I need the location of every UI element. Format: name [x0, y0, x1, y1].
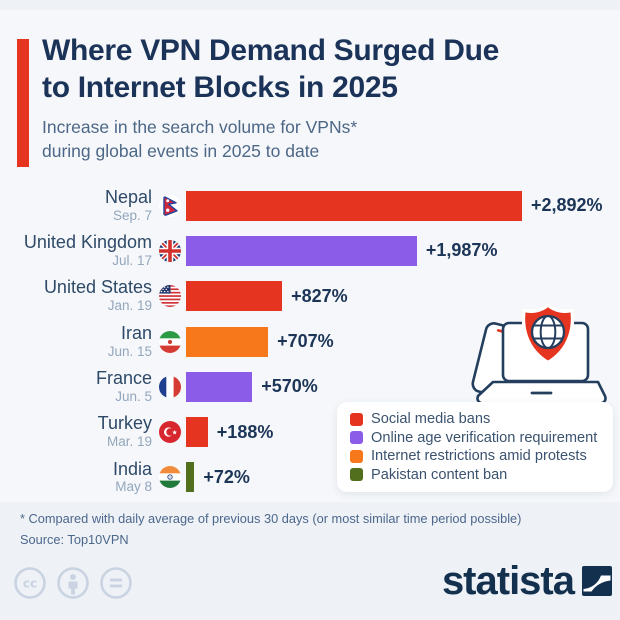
bar-united-kingdom [186, 235, 417, 266]
statista-logo[interactable]: statista [441, 559, 612, 603]
iran-flag-icon [159, 330, 181, 353]
bar-iran [186, 326, 269, 357]
legend-label: Internet restrictions amid protests [371, 448, 587, 465]
statista-logo-text: statista [441, 559, 575, 603]
legend: Social media bans Online age verificatio… [337, 402, 613, 492]
country-label: Nepal [104, 186, 152, 207]
vpn-laptop-illustration [471, 303, 607, 405]
legend-swatch [350, 431, 363, 445]
bar-turkey [186, 417, 208, 448]
table-row-united-states: United States Jan. 19 [0, 274, 620, 319]
title-accent-bar [17, 39, 29, 167]
event-date: Jan. 19 [107, 298, 152, 314]
event-date: Jun. 5 [115, 388, 152, 404]
legend-item-pakistan-content-ban: Pakistan content ban [350, 467, 600, 483]
svg-text:cc: cc [23, 577, 37, 591]
legend-label: Social media bans [371, 411, 491, 427]
country-label: United Kingdom [23, 232, 152, 253]
table-row-nepal: Nepal Sep. 7 +2,892% [0, 183, 620, 228]
bar-india [186, 462, 195, 493]
event-date: Sep. 7 [112, 207, 152, 223]
country-label: United States [43, 277, 152, 298]
united-kingdom-flag-icon [159, 239, 181, 262]
bar-nepal [186, 190, 522, 221]
value-label: +2,892% [531, 195, 603, 216]
vpn-shield-icon [521, 303, 575, 365]
cc-attribution-icon[interactable] [56, 566, 90, 600]
turkey-flag-icon [159, 421, 181, 444]
france-flag-icon [159, 375, 181, 398]
event-date: Jun. 15 [107, 343, 152, 359]
bar-france [186, 371, 253, 402]
value-label: +188% [216, 421, 274, 442]
legend-swatch [350, 468, 363, 482]
value-label: +1,987% [425, 240, 498, 261]
creative-commons-icons: cc [13, 566, 133, 600]
united-states-flag-icon [159, 285, 181, 308]
legend-item-internet-restrictions: Internet restrictions amid protests [350, 448, 600, 464]
title-line1: Where VPN Demand Surged Due [42, 34, 499, 67]
subtitle-line2: during global events in 2025 to date [42, 141, 320, 161]
legend-swatch [350, 449, 363, 463]
page-subtitle: Increase in the search volume for VPNs* d… [42, 115, 582, 163]
event-date: May 8 [115, 479, 152, 495]
event-date: Jul. 17 [112, 252, 152, 268]
legend-label: Online age verification requirement [371, 429, 598, 446]
legend-item-social-media-bans: Social media bans [350, 411, 600, 427]
india-flag-icon [159, 466, 181, 489]
subtitle-line1: Increase in the search volume for VPNs* [42, 117, 358, 137]
title-line2: to Internet Blocks in 2025 [42, 71, 398, 104]
country-label: Turkey [97, 413, 152, 434]
cc-no-derivatives-icon[interactable] [99, 566, 133, 600]
value-label: +827% [291, 285, 348, 306]
source-line: Source: Top10VPN [20, 532, 129, 547]
value-label: +570% [261, 376, 318, 397]
footnote: * Compared with daily average of previou… [20, 511, 522, 526]
page-title: Where VPN Demand Surged Due to Internet B… [42, 32, 602, 106]
nepal-flag-icon [159, 194, 181, 217]
country-label: Iran [120, 322, 152, 343]
country-label: India [112, 458, 152, 479]
legend-swatch [350, 412, 363, 426]
table-row-turkey: Turkey Mar. 19 +188% [0, 409, 620, 454]
event-date: Mar. 19 [106, 434, 152, 450]
bar-chart: Nepal Sep. 7 +2,892% United Kingdom Jul.… [0, 183, 620, 500]
table-row-united-kingdom: United Kingdom Jul. 17 +1,987% [0, 228, 620, 273]
value-label: +707% [277, 331, 334, 352]
table-row-france: France Jun. 5 +570% [0, 364, 620, 409]
value-label: +72% [203, 466, 250, 487]
table-row-india: India May 8 +72% [0, 455, 620, 500]
statista-logo-mark [582, 566, 612, 596]
table-row-iran: Iran Jun. 15 +707% [0, 319, 620, 364]
legend-item-online-age-verification: Online age verification requirement [350, 430, 600, 446]
bar-united-states [186, 281, 283, 312]
globe-icon [530, 314, 566, 350]
cc-license-icon[interactable]: cc [13, 566, 47, 600]
country-label: France [95, 368, 152, 389]
legend-label: Pakistan content ban [371, 466, 508, 483]
